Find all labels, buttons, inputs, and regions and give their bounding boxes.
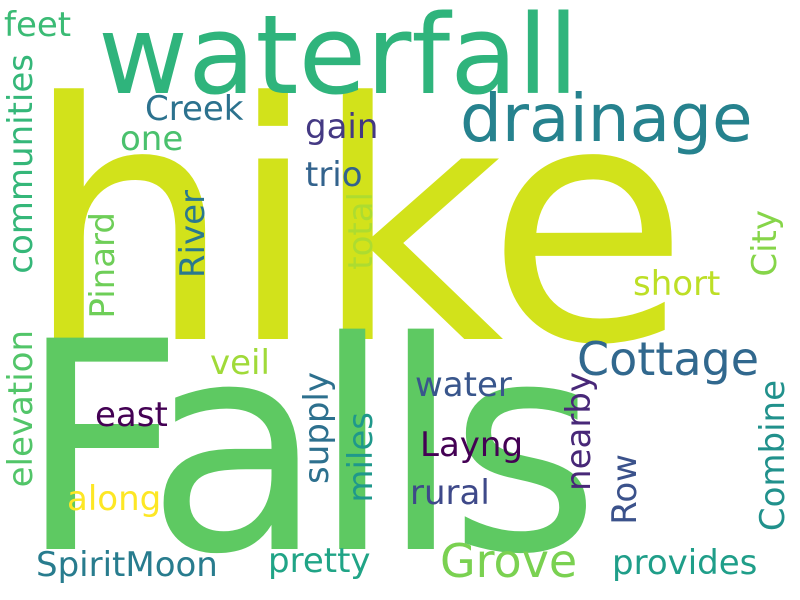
word-total: total xyxy=(341,192,381,270)
word-pretty: pretty xyxy=(268,541,371,581)
word-water: water xyxy=(415,365,512,405)
word-short: short xyxy=(633,264,721,304)
word-gain: gain xyxy=(305,107,379,147)
word-elevation: elevation xyxy=(1,330,41,488)
word-feet: feet xyxy=(4,5,72,45)
word-pinard: Pinard xyxy=(83,212,123,319)
word-east: east xyxy=(95,395,168,435)
word-trio: trio xyxy=(305,155,363,195)
word-spiritmoon: SpiritMoon xyxy=(36,545,218,585)
word-falls: Falls xyxy=(18,281,600,600)
word-rural: rural xyxy=(410,473,490,513)
word-river: River xyxy=(173,190,213,279)
word-veil: veil xyxy=(210,343,270,383)
word-row: Row xyxy=(605,454,645,525)
word-along: along xyxy=(67,479,162,519)
word-city: City xyxy=(745,210,785,277)
word-combine: Combine xyxy=(753,380,793,532)
word-layng: Layng xyxy=(420,425,524,465)
word-grove: Grove xyxy=(440,534,578,588)
word-one: one xyxy=(120,119,184,159)
word-supply: supply xyxy=(297,372,337,484)
word-waterfall: waterfall xyxy=(98,0,579,119)
word-nearby: nearby xyxy=(559,372,599,491)
word-hike: hike xyxy=(24,33,689,417)
word-creek: Creek xyxy=(145,89,244,129)
word-provides: provides xyxy=(612,543,758,583)
word-miles: miles xyxy=(341,412,381,503)
word-cottage: Cottage xyxy=(577,332,760,386)
word-drainage: drainage xyxy=(460,80,753,157)
word-communities: communities xyxy=(1,54,41,274)
